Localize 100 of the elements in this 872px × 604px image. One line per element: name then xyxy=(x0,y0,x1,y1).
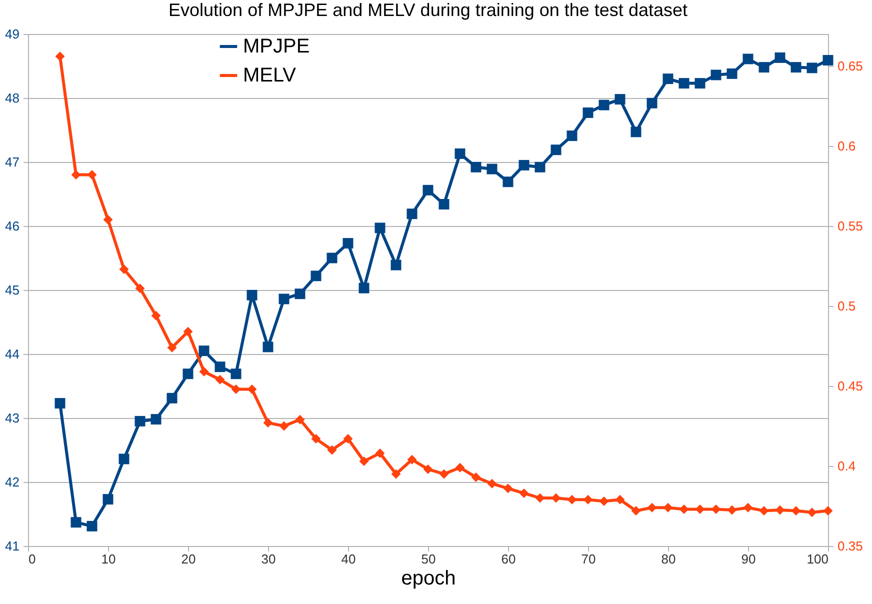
point xyxy=(646,98,658,108)
point xyxy=(391,469,401,479)
x-tick-label: 90 xyxy=(741,552,756,566)
point xyxy=(486,164,498,174)
point xyxy=(519,488,529,498)
point xyxy=(278,294,290,304)
point xyxy=(775,505,785,515)
point xyxy=(199,366,209,376)
point xyxy=(758,62,770,73)
y2-tick-label: 0.45 xyxy=(838,378,863,394)
point xyxy=(183,326,193,336)
point xyxy=(103,214,113,224)
point xyxy=(599,496,609,506)
x-axis-title: epoch xyxy=(401,568,456,590)
point xyxy=(823,506,833,516)
point xyxy=(535,493,545,503)
point xyxy=(439,469,449,479)
point xyxy=(566,130,578,142)
x-tick-label: 20 xyxy=(181,552,196,566)
point xyxy=(711,504,721,514)
point xyxy=(615,494,625,504)
point xyxy=(663,502,673,512)
y-tick-label: 48 xyxy=(5,90,20,106)
point xyxy=(503,484,513,494)
x-tick-label: 50 xyxy=(421,552,436,566)
point xyxy=(294,288,306,300)
point xyxy=(374,222,386,234)
point xyxy=(759,506,769,516)
point xyxy=(614,94,626,105)
point xyxy=(326,252,338,264)
point xyxy=(518,160,530,170)
x-tick-label: 40 xyxy=(341,552,356,566)
point xyxy=(631,506,641,516)
point xyxy=(567,494,577,504)
point xyxy=(502,176,514,188)
point xyxy=(822,54,834,66)
point xyxy=(150,414,162,425)
point xyxy=(231,384,241,394)
point xyxy=(375,448,385,458)
point xyxy=(311,434,321,444)
point xyxy=(726,68,738,79)
point xyxy=(166,392,178,404)
point xyxy=(534,162,546,172)
point xyxy=(471,472,481,482)
point xyxy=(679,504,689,514)
point xyxy=(407,454,417,464)
point xyxy=(310,270,322,282)
y-tick-label: 43 xyxy=(5,410,20,426)
point xyxy=(470,162,482,172)
point xyxy=(87,170,97,180)
y-tick-label: 49 xyxy=(5,26,20,42)
point xyxy=(230,368,242,380)
y-tick-label: 45 xyxy=(5,282,20,298)
y-tick-label: 44 xyxy=(5,346,20,362)
point xyxy=(406,208,418,220)
point xyxy=(327,445,337,455)
point xyxy=(102,494,114,505)
x-tick-label: 80 xyxy=(661,552,676,566)
point xyxy=(647,502,657,512)
point xyxy=(790,62,802,73)
point xyxy=(582,107,594,118)
point xyxy=(694,78,706,89)
point xyxy=(86,520,98,532)
legend-label: MPJPE xyxy=(243,36,310,58)
point xyxy=(215,374,225,384)
point xyxy=(423,464,433,474)
point xyxy=(134,416,146,426)
point xyxy=(742,54,754,64)
x-tick-label: 70 xyxy=(581,552,596,566)
point xyxy=(182,368,194,380)
point xyxy=(662,74,674,84)
x-tick-label: 10 xyxy=(101,552,116,566)
y-tick-label: 46 xyxy=(5,218,20,234)
point xyxy=(454,148,466,159)
y-tick-label: 42 xyxy=(5,474,20,490)
point xyxy=(71,170,81,180)
y2-tick-label: 0.65 xyxy=(838,58,863,74)
point xyxy=(118,454,130,464)
legend-label: MELV xyxy=(243,64,297,86)
point xyxy=(455,462,465,472)
point xyxy=(743,502,753,512)
x-tick-label: 60 xyxy=(501,552,516,566)
point xyxy=(583,494,593,504)
point xyxy=(695,504,705,514)
y-tick-label: 41 xyxy=(5,538,20,554)
point xyxy=(214,362,226,372)
point xyxy=(358,282,370,294)
point xyxy=(151,310,161,320)
point xyxy=(710,70,722,80)
point xyxy=(359,456,369,466)
y2-tick-label: 0.4 xyxy=(838,458,856,474)
y2-tick-label: 0.55 xyxy=(838,218,863,234)
x-tick-label: 100 xyxy=(806,552,828,566)
point xyxy=(54,398,66,409)
point xyxy=(246,290,258,300)
point xyxy=(70,517,82,528)
y2-tick-label: 0.35 xyxy=(838,538,863,554)
point xyxy=(807,508,817,518)
point xyxy=(551,493,561,503)
point xyxy=(422,184,434,196)
